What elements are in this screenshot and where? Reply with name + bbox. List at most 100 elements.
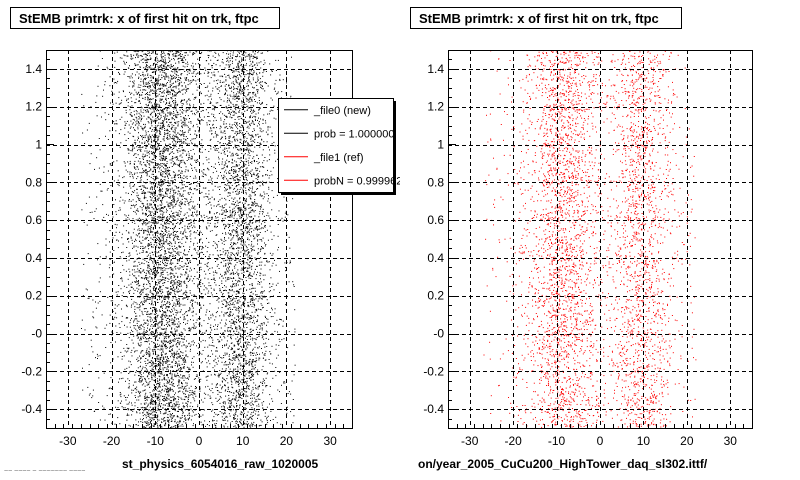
data-point: [172, 248, 173, 250]
data-point: [188, 184, 190, 185]
data-point: [156, 366, 158, 367]
data-point: [152, 369, 154, 371]
data-point: [162, 149, 164, 151]
data-point: [178, 357, 180, 359]
data-point: [135, 121, 137, 123]
data-point: [208, 425, 210, 427]
data-point: [160, 183, 162, 185]
data-point: [241, 350, 243, 352]
data-point: [230, 422, 231, 424]
data-point: [169, 84, 171, 86]
data-point: [192, 148, 194, 150]
data-point: [250, 379, 252, 381]
data-point: [189, 405, 191, 407]
data-point: [223, 123, 225, 125]
data-point: [203, 116, 205, 118]
data-point: [139, 220, 141, 222]
data-point: [202, 233, 203, 235]
data-point: [163, 115, 165, 117]
data-point: [244, 244, 246, 246]
data-point: [230, 257, 232, 259]
data-point: [258, 298, 260, 300]
data-point: [230, 376, 232, 378]
data-point: [165, 306, 167, 308]
data-point: [134, 167, 136, 169]
data-point: [261, 298, 263, 300]
data-point: [167, 302, 169, 304]
data-point: [182, 152, 184, 154]
data-point: [238, 328, 240, 330]
data-point: [234, 321, 236, 323]
data-point: [166, 145, 168, 147]
data-point: [224, 171, 226, 173]
data-point: [157, 82, 159, 84]
data-point: [280, 319, 282, 320]
data-point: [228, 366, 229, 368]
data-point: [188, 374, 190, 376]
data-point: [229, 368, 231, 370]
data-point: [139, 236, 141, 238]
data-point: [234, 96, 236, 98]
data-point: [248, 92, 250, 94]
data-point: [248, 150, 250, 152]
data-point: [241, 412, 243, 414]
data-point: [146, 152, 148, 154]
data-point: [286, 82, 287, 84]
data-point: [225, 389, 227, 391]
data-point: [254, 64, 255, 66]
data-point: [214, 412, 215, 414]
data-point: [165, 150, 167, 152]
data-point: [237, 202, 239, 204]
data-point: [251, 112, 253, 114]
data-point: [170, 277, 172, 279]
data-point: [231, 62, 233, 64]
data-point: [238, 288, 240, 290]
data-point: [185, 110, 187, 112]
data-point: [144, 170, 146, 172]
data-point: [91, 397, 93, 399]
data-point: [133, 335, 135, 337]
data-point: [152, 396, 153, 398]
data-point: [184, 249, 186, 251]
data-point: [163, 235, 165, 236]
data-point: [238, 51, 240, 53]
data-point: [170, 402, 172, 404]
data-point: [189, 267, 191, 269]
data-point: [247, 84, 249, 86]
data-point: [241, 161, 243, 162]
data-point: [242, 93, 244, 94]
data-point: [230, 187, 232, 189]
data-point: [214, 149, 216, 151]
data-point: [169, 146, 171, 148]
data-point: [170, 180, 172, 182]
data-point: [171, 350, 173, 351]
data-point: [234, 176, 236, 178]
data-point: [220, 372, 222, 374]
data-point: [167, 260, 169, 262]
data-point: [270, 420, 271, 421]
data-point: [256, 228, 258, 230]
data-point: [137, 160, 139, 162]
data-point: [138, 100, 139, 102]
data-point: [208, 96, 210, 98]
data-point: [161, 320, 163, 322]
data-point: [252, 135, 254, 137]
data-point: [146, 348, 148, 350]
data-point: [146, 93, 147, 94]
data-point: [183, 175, 185, 177]
data-point: [169, 214, 170, 215]
data-point: [249, 261, 251, 262]
data-point: [184, 274, 186, 276]
data-point: [183, 56, 185, 58]
data-point: [210, 390, 212, 392]
data-point: [165, 410, 167, 412]
data-point: [163, 420, 165, 422]
data-point: [126, 397, 128, 398]
data-point: [253, 315, 255, 317]
data-point: [169, 183, 171, 185]
data-point: [153, 152, 155, 153]
data-point: [269, 385, 271, 387]
data-point: [147, 96, 148, 98]
data-point: [172, 344, 174, 346]
data-point: [147, 359, 149, 361]
